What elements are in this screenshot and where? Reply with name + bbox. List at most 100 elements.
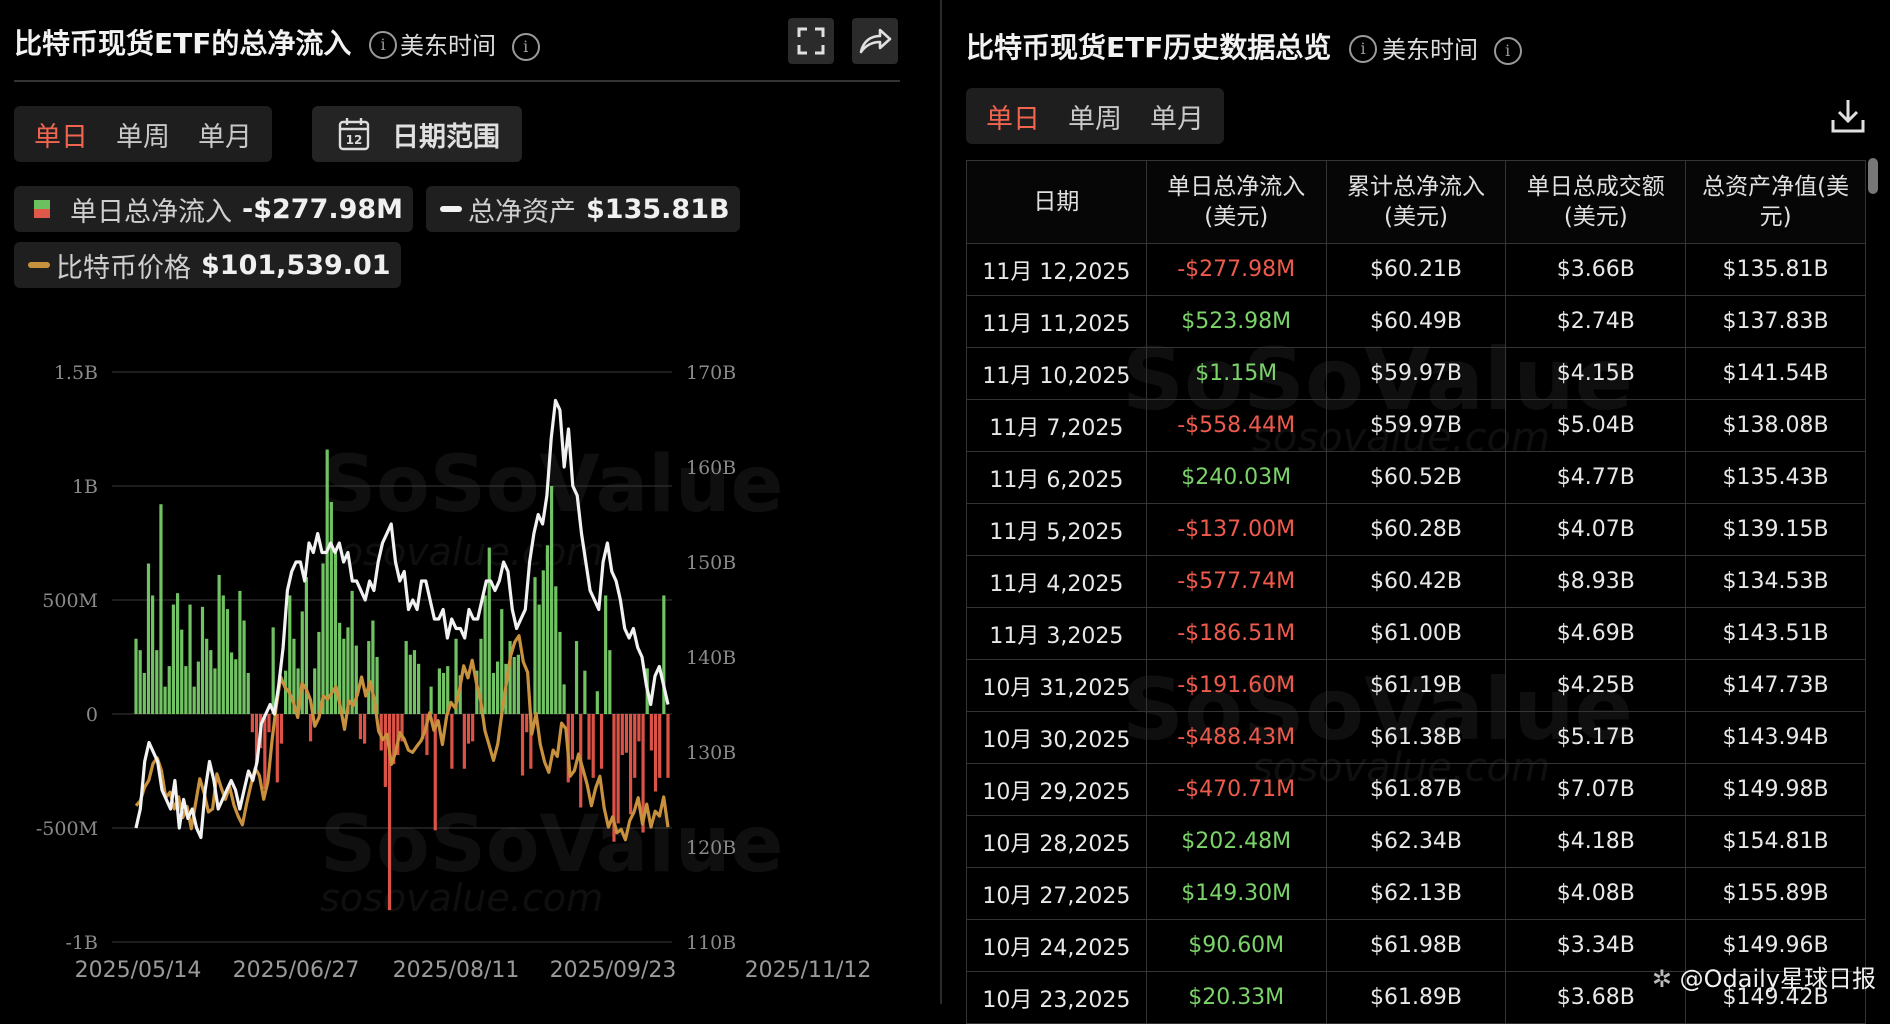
y-right-tick-label: 110B [686,932,736,954]
table-body: 11月 12,2025 -$277.98M $60.21B $3.66B $135.81… [966,243,1866,1024]
inflow-bar [400,714,404,742]
cell-cumulative-inflow: $60.49B [1325,295,1507,348]
inflow-bar [209,650,213,714]
inflow-bar [296,668,300,714]
cell-date: 11月 12,2025 [966,243,1147,296]
inflow-bar [205,638,209,714]
table-row[interactable]: 11月 4,2025 -$577.74M $60.42B $8.93B $134.53B [966,555,1866,608]
inflow-bar [533,577,537,714]
inflow-bar [500,609,504,714]
inflow-bar [417,663,421,714]
inflow-bar [441,672,446,714]
tab-daily[interactable]: 单日 [34,121,88,153]
inflow-bar [134,638,138,714]
inflow-bar [317,631,321,714]
table-row[interactable]: 10月 27,2025 $149.30M $62.13B $4.08B $155.89B [966,867,1866,920]
cell-daily-inflow: -$137.00M [1145,503,1327,556]
table-row[interactable]: 11月 3,2025 -$186.51M $61.00B $4.69B $143.51B [966,607,1866,660]
inflow-bar [562,684,566,714]
legend-inflow-label: 单日总净流入 [70,196,232,228]
cell-daily-volume: $5.17B [1505,711,1687,764]
table-row[interactable]: 11月 7,2025 -$558.44M $59.97B $5.04B $138.08B [966,399,1866,452]
table-tab-monthly[interactable]: 单月 [1150,103,1204,135]
cell-net-assets: $143.51B [1685,607,1866,660]
legend-inflow[interactable]: 单日总净流入 -$277.98M [14,186,414,232]
tab-monthly[interactable]: 单月 [198,121,252,153]
table-row[interactable]: 11月 10,2025 $1.15M $59.97B $4.15B $141.54B [966,347,1866,400]
date-range-button[interactable]: 12 日期范围 [312,106,522,162]
inflow-bar [525,714,529,733]
credit-label: ✲ @Odaily星球日报 [1652,959,1876,994]
cell-daily-inflow: -$577.74M [1145,555,1327,608]
cell-cumulative-inflow: $61.00B [1325,607,1507,660]
inflow-bar [350,590,354,714]
header-divider [14,80,900,82]
share-button[interactable] [852,18,898,64]
cell-daily-volume: $4.15B [1505,347,1687,400]
inflow-bar [558,631,562,714]
header-daily-volume[interactable]: 单日总成交额 (美元) [1505,160,1687,244]
etf-flow-chart[interactable]: 1.5B 1B 500M 0 -500M -1B 170B 160B 150B 140B 130B 1… [0,0,940,1004]
panel-divider [940,0,942,1004]
cell-net-assets: $149.98B [1685,763,1866,816]
inflow-bar [466,714,471,744]
y-right-tick-label: 150B [686,552,736,574]
cell-cumulative-inflow: $62.13B [1325,867,1507,920]
x-tick-label: 2025/06/27 [233,958,360,983]
table-timezone-info-icon[interactable]: i [1493,37,1522,65]
table-row[interactable]: 10月 24,2025 $90.60M $61.98B $3.34B $149.96B [966,919,1866,972]
inflow-bar [387,714,392,911]
inflow-bar [404,641,408,714]
inflow-bar [508,641,512,714]
table-row[interactable]: 10月 29,2025 -$470.71M $61.87B $7.07B $149.98… [966,763,1866,816]
legend-assets[interactable]: 总净资产 $135.81B [426,186,740,232]
table-row[interactable]: 11月 6,2025 $240.03M $60.52B $4.77B $135.43B [966,451,1866,504]
table-row[interactable]: 11月 5,2025 -$137.00M $60.28B $4.07B $139.15B [966,503,1866,556]
timezone-info-icon[interactable]: i [511,33,540,61]
x-tick-label: 2025/08/11 [393,958,520,983]
table-row[interactable]: 11月 11,2025 $523.98M $60.49B $2.74B $137.83B [966,295,1866,348]
inflow-bar [633,714,637,778]
header-net-assets[interactable]: 总资产净值(美 元) [1685,160,1866,244]
cell-daily-volume: $4.18B [1505,815,1687,868]
info-icon[interactable]: i [369,31,398,59]
table-row[interactable]: 11月 12,2025 -$277.98M $60.21B $3.66B $135.81… [966,243,1866,296]
header-daily-inflow[interactable]: 单日总净流入 (美元) [1145,160,1327,244]
inflow-bar [192,686,196,714]
cell-daily-inflow: -$186.51M [1145,607,1327,660]
header-date[interactable]: 日期 [966,160,1147,244]
y-right-tick-label: 170B [686,362,736,384]
cell-cumulative-inflow: $59.97B [1325,399,1507,452]
cell-date: 11月 6,2025 [966,451,1147,504]
inflow-bar [608,650,612,714]
header-volume-l1: 单日总成交额 [1526,174,1665,200]
cell-daily-inflow: -$470.71M [1145,763,1327,816]
fullscreen-button[interactable] [788,18,834,64]
cell-date: 11月 4,2025 [966,555,1147,608]
table-tab-daily[interactable]: 单日 [986,103,1040,135]
tab-weekly[interactable]: 单周 [116,121,170,153]
assets-legend-swatch [440,206,462,212]
cell-net-assets: $147.73B [1685,659,1866,712]
table-title: 比特币现货ETF历史数据总览 i [966,26,1378,66]
table-row[interactable]: 10月 30,2025 -$488.43M $61.38B $5.17B $143.94… [966,711,1866,764]
y-left-tick-label: -1B [66,932,98,954]
download-icon[interactable] [1828,96,1868,136]
inflow-bar [412,650,417,714]
legend-price[interactable]: 比特币价格 $101,539.01 [14,242,401,288]
inflow-bar [483,595,487,714]
inflow-bar [462,714,466,769]
table-scrollbar[interactable] [1868,158,1878,194]
table-row[interactable]: 10月 31,2025 -$191.60M $61.19B $4.25B $147.73… [966,659,1866,712]
inflow-bar [325,449,329,714]
table-info-icon[interactable]: i [1349,35,1378,63]
header-cumulative-inflow[interactable]: 累计总净流入 (美元) [1325,160,1507,244]
cell-daily-inflow: $523.98M [1145,295,1327,348]
legend-price-label: 比特币价格 [56,252,191,284]
inflow-bar [454,638,458,714]
cell-daily-inflow: $90.60M [1145,919,1327,972]
table-row[interactable]: 10月 28,2025 $202.48M $62.34B $4.18B $154.81B [966,815,1866,868]
legend-assets-value: $135.81B [586,193,730,225]
table-tab-weekly[interactable]: 单周 [1068,103,1122,135]
inflow-bar [217,574,221,714]
